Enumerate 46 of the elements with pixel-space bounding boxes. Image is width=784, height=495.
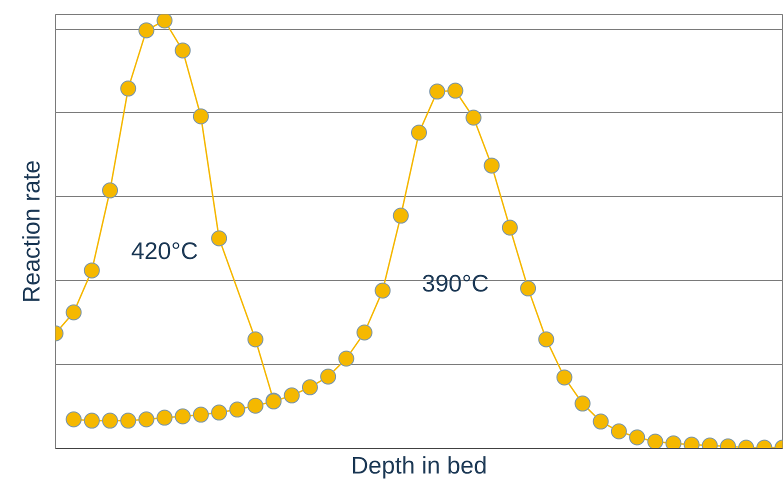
point — [502, 220, 518, 236]
point — [120, 412, 136, 429]
point — [338, 350, 354, 367]
point — [484, 158, 500, 174]
point — [574, 396, 591, 412]
point — [156, 410, 173, 426]
point — [120, 80, 136, 97]
point — [592, 414, 609, 430]
point — [429, 84, 446, 100]
point — [156, 14, 173, 28]
point — [302, 379, 318, 396]
point — [211, 230, 228, 246]
point — [610, 423, 627, 440]
point — [138, 22, 154, 38]
point — [138, 411, 154, 428]
point — [647, 434, 664, 448]
point — [66, 411, 82, 428]
x-axis-title: Depth in bed — [350, 452, 488, 480]
point — [538, 331, 554, 348]
point — [629, 429, 646, 446]
point — [84, 412, 100, 429]
point — [247, 331, 264, 348]
point — [174, 42, 191, 58]
series-label: 390°C — [422, 270, 489, 298]
y-axis-title: Reaction rate — [18, 160, 46, 303]
point — [374, 282, 391, 299]
point — [174, 408, 191, 424]
point — [556, 369, 572, 386]
point — [284, 387, 300, 404]
point — [192, 406, 209, 423]
point — [466, 110, 482, 126]
point — [320, 368, 336, 385]
point — [356, 324, 372, 340]
point — [211, 404, 228, 421]
point — [392, 208, 409, 224]
point — [411, 124, 427, 141]
point — [229, 402, 246, 418]
point — [192, 108, 209, 124]
series-label: 420°C — [131, 238, 198, 266]
point — [102, 412, 118, 429]
point — [84, 262, 100, 278]
point — [520, 280, 536, 296]
point — [66, 304, 82, 320]
point — [247, 398, 264, 414]
point — [447, 82, 464, 99]
point — [102, 182, 118, 198]
